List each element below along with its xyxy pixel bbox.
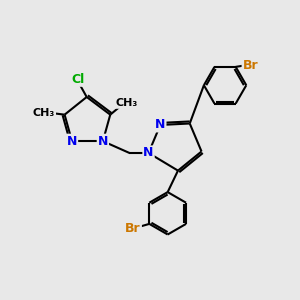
Text: Cl: Cl xyxy=(71,73,85,86)
Text: N: N xyxy=(98,135,108,148)
Text: N: N xyxy=(67,135,77,148)
Text: Br: Br xyxy=(125,222,141,235)
Text: N: N xyxy=(143,146,154,159)
Text: CH₃: CH₃ xyxy=(115,98,138,108)
Text: N: N xyxy=(155,118,166,131)
Text: CH₃: CH₃ xyxy=(33,108,55,118)
Text: Br: Br xyxy=(243,59,258,72)
